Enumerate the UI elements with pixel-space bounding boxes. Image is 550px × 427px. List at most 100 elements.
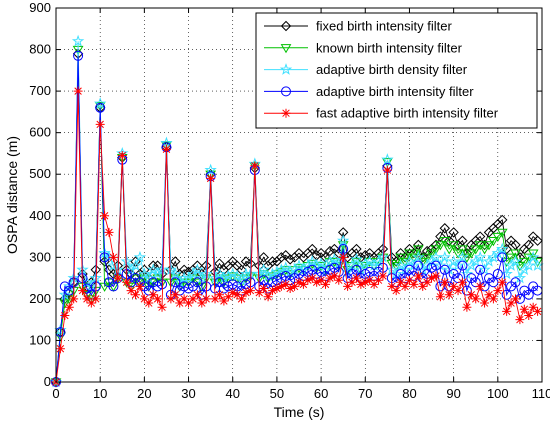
legend-entry: adaptive birth density filter	[264, 62, 468, 77]
data-point	[213, 267, 226, 280]
data-point	[210, 294, 220, 304]
data-point	[169, 267, 182, 280]
data-point	[394, 259, 407, 271]
data-point	[188, 294, 198, 304]
legend: fixed birth intensity filter known birth …	[255, 12, 538, 129]
data-point	[257, 263, 270, 276]
data-point	[347, 277, 357, 287]
data-point	[153, 294, 163, 304]
data-point	[448, 227, 459, 238]
data-point	[266, 267, 279, 280]
data-point	[245, 286, 255, 296]
x-tick-label: 90	[446, 386, 460, 401]
data-point	[86, 298, 96, 308]
data-point	[474, 231, 486, 242]
y-tick-label: 300	[29, 249, 51, 264]
plot-frame	[55, 7, 543, 383]
x-axis-label: Time (s)	[274, 404, 325, 420]
data-point	[219, 296, 229, 306]
data-point	[497, 252, 508, 263]
data-point	[350, 252, 363, 265]
y-axis-label: OSPA distance (m)	[4, 136, 20, 254]
data-point	[161, 144, 171, 154]
data-point	[259, 284, 269, 293]
data-point	[452, 249, 464, 259]
data-point	[307, 243, 318, 255]
data-point	[218, 278, 230, 288]
data-point	[382, 165, 392, 175]
data-point	[157, 302, 167, 312]
legend-swatch-marker	[281, 108, 291, 118]
x-tick-label: 80	[402, 386, 416, 401]
data-point	[329, 271, 339, 281]
legend-label: fixed birth intensity filter	[316, 19, 453, 34]
data-point	[484, 290, 494, 300]
data-point	[334, 275, 344, 285]
data-point	[303, 275, 313, 285]
data-point	[400, 281, 410, 291]
legend-entry: fast adaptive birth intensity filter	[264, 106, 499, 121]
data-point	[444, 290, 454, 300]
data-point	[170, 256, 181, 267]
data-point	[527, 249, 539, 259]
data-point	[365, 275, 375, 285]
data-point	[223, 292, 233, 302]
data-point	[232, 290, 242, 300]
data-point	[403, 254, 416, 267]
data-point	[404, 275, 414, 285]
data-point	[294, 277, 304, 287]
data-point	[523, 239, 534, 251]
legend-swatch-marker	[280, 44, 292, 54]
data-point	[107, 259, 120, 271]
data-point	[148, 290, 158, 300]
legend-box	[255, 12, 538, 129]
data-point	[497, 214, 508, 226]
legend-entry: adaptive birth intensity filter	[264, 84, 474, 99]
data-point	[104, 227, 114, 237]
data-point	[457, 277, 467, 287]
data-point	[470, 245, 482, 255]
data-point	[378, 271, 388, 281]
data-point	[533, 306, 543, 316]
data-point	[422, 277, 432, 287]
data-point	[435, 241, 446, 251]
data-point	[258, 252, 269, 263]
legend-label: adaptive birth intensity filter	[316, 84, 474, 99]
data-point	[263, 292, 273, 302]
data-point	[108, 281, 119, 292]
data-point	[316, 275, 326, 285]
data-point	[73, 50, 84, 61]
data-point	[497, 277, 507, 287]
data-point	[191, 263, 204, 276]
data-point	[281, 279, 291, 289]
data-point	[532, 235, 543, 246]
legend-label: adaptive birth density filter	[316, 62, 468, 77]
data-point	[359, 257, 372, 269]
data-point	[184, 298, 194, 308]
data-point	[387, 281, 397, 291]
data-point	[500, 267, 513, 280]
data-point	[456, 250, 469, 263]
data-point	[165, 278, 177, 288]
data-point	[412, 250, 425, 263]
data-point	[328, 252, 341, 265]
data-point	[526, 250, 540, 263]
data-point	[129, 259, 142, 271]
x-tick-label: 100	[487, 386, 509, 401]
data-point	[139, 294, 149, 304]
data-point	[510, 294, 520, 304]
data-point	[502, 306, 512, 316]
data-point	[276, 281, 286, 291]
data-point	[509, 254, 522, 267]
data-point	[426, 262, 437, 273]
data-point	[453, 286, 463, 296]
data-point	[214, 290, 224, 300]
data-point	[493, 286, 503, 296]
data-point	[430, 260, 441, 271]
data-point	[413, 271, 423, 281]
data-point	[276, 252, 287, 263]
data-point	[147, 278, 159, 288]
data-point	[164, 263, 178, 276]
data-point	[166, 294, 176, 304]
